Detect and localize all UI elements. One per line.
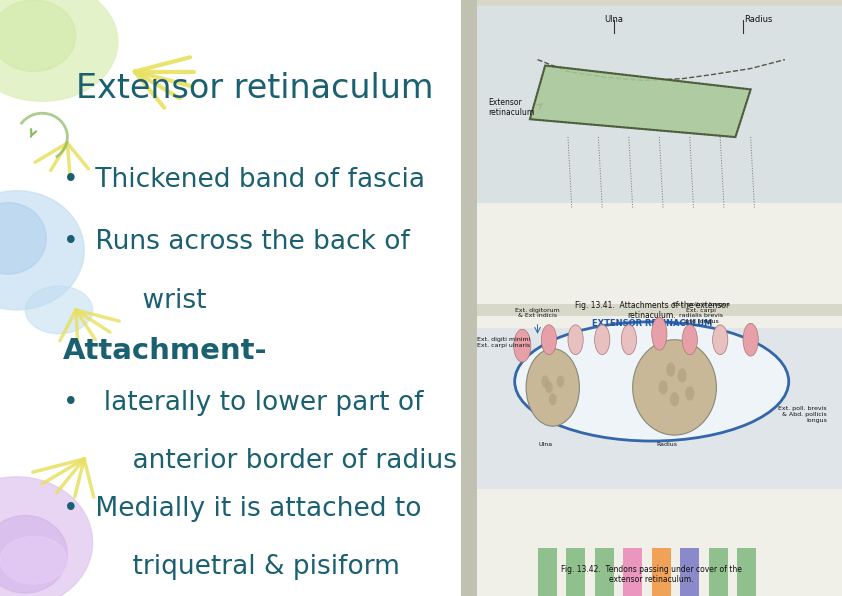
Ellipse shape bbox=[712, 325, 727, 355]
Text: anterior border of radius: anterior border of radius bbox=[99, 448, 457, 474]
Ellipse shape bbox=[682, 325, 697, 355]
Circle shape bbox=[670, 392, 679, 406]
Bar bbox=[461, 0, 477, 596]
Circle shape bbox=[0, 536, 67, 584]
Circle shape bbox=[549, 393, 557, 405]
Text: Ulna: Ulna bbox=[605, 15, 623, 24]
Circle shape bbox=[557, 375, 564, 387]
Text: Ext. digiti minimi
Ext. carpi ulnaris: Ext. digiti minimi Ext. carpi ulnaris bbox=[477, 337, 530, 348]
Text: Ext. policis longus
Ext. carpi
radialis brevis
and longus: Ext. policis longus Ext. carpi radialis … bbox=[673, 302, 730, 324]
Bar bbox=[594, 548, 614, 596]
Ellipse shape bbox=[541, 325, 557, 355]
Text: Ulna: Ulna bbox=[538, 442, 552, 446]
Bar bbox=[566, 548, 585, 596]
Text: •  Thickened band of fascia: • Thickened band of fascia bbox=[63, 167, 425, 193]
Ellipse shape bbox=[621, 325, 637, 355]
Ellipse shape bbox=[0, 203, 46, 274]
Text: •  Runs across the back of: • Runs across the back of bbox=[63, 229, 410, 256]
Circle shape bbox=[666, 362, 675, 377]
Bar bbox=[537, 548, 557, 596]
Ellipse shape bbox=[0, 0, 118, 101]
Bar bbox=[738, 548, 756, 596]
Circle shape bbox=[678, 368, 687, 383]
Bar bbox=[477, 328, 842, 489]
Ellipse shape bbox=[0, 516, 67, 593]
Circle shape bbox=[25, 286, 93, 334]
Circle shape bbox=[545, 381, 552, 393]
Ellipse shape bbox=[0, 477, 93, 596]
Circle shape bbox=[541, 375, 549, 387]
Bar bbox=[477, 316, 842, 596]
Bar bbox=[477, 6, 842, 304]
Ellipse shape bbox=[743, 324, 759, 356]
Text: Ext. poll. brevis
& Abd. pollicis
longus: Ext. poll. brevis & Abd. pollicis longus bbox=[778, 406, 827, 423]
Text: Fig. 13.41.  Attachments of the extensor
retinaculum.: Fig. 13.41. Attachments of the extensor … bbox=[574, 301, 729, 321]
Text: Extensor retinaculum: Extensor retinaculum bbox=[76, 72, 434, 104]
Text: Extensor
retinaculum: Extensor retinaculum bbox=[488, 98, 535, 117]
Text: triquetral & pisiform: triquetral & pisiform bbox=[99, 554, 400, 581]
Ellipse shape bbox=[0, 191, 84, 310]
Text: Fig. 13.42.  Tendons passing under cover of the
extensor retinaculum.: Fig. 13.42. Tendons passing under cover … bbox=[562, 564, 742, 584]
Text: Radius: Radius bbox=[744, 15, 772, 24]
Text: wrist: wrist bbox=[109, 288, 207, 314]
Polygon shape bbox=[530, 66, 751, 137]
Ellipse shape bbox=[632, 340, 717, 435]
Ellipse shape bbox=[526, 349, 579, 426]
Ellipse shape bbox=[568, 325, 584, 355]
Text: EXTENSOR RETINACULUM: EXTENSOR RETINACULUM bbox=[592, 319, 711, 328]
Bar bbox=[623, 548, 642, 596]
Circle shape bbox=[658, 380, 668, 395]
Bar bbox=[709, 548, 727, 596]
Bar bbox=[680, 548, 700, 596]
Ellipse shape bbox=[514, 322, 789, 441]
Bar bbox=[477, 6, 842, 203]
Bar bbox=[652, 548, 671, 596]
Text: •   laterally to lower part of: • laterally to lower part of bbox=[63, 390, 424, 417]
Text: Radius: Radius bbox=[657, 442, 678, 446]
Ellipse shape bbox=[652, 317, 667, 350]
Text: •  Medially it is attached to: • Medially it is attached to bbox=[63, 496, 422, 522]
Ellipse shape bbox=[514, 329, 530, 362]
Text: Ext. digitorum
& Ext indicis: Ext. digitorum & Ext indicis bbox=[515, 308, 560, 318]
Text: Attachment-: Attachment- bbox=[63, 337, 268, 365]
Ellipse shape bbox=[594, 325, 610, 355]
Ellipse shape bbox=[0, 0, 76, 72]
Circle shape bbox=[685, 386, 695, 401]
